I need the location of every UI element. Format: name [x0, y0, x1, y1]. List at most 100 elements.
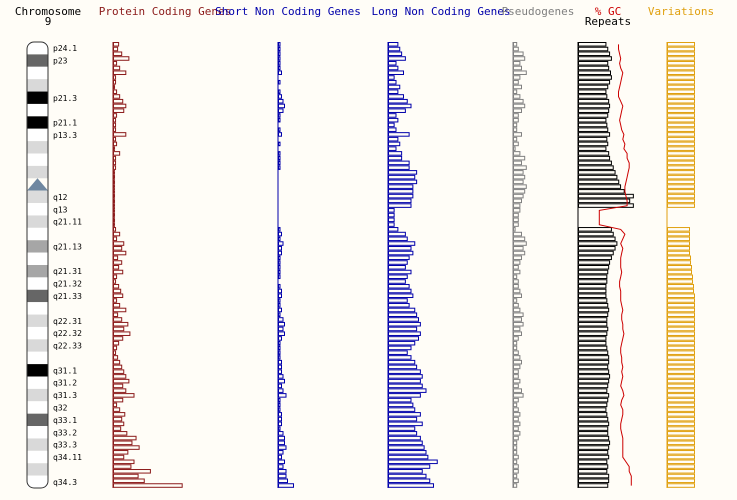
ideogram-band [27, 438, 48, 451]
variations-bar [667, 241, 690, 246]
short-non-coding-genes-bar [278, 236, 281, 242]
protein-coding-genes-bar [113, 174, 116, 180]
long-non-coding-genes-bar [388, 203, 412, 208]
repeats-bar [578, 174, 618, 180]
ideogram-band [27, 364, 48, 377]
repeats-bar [578, 241, 618, 246]
pseudogenes-bar [513, 89, 518, 94]
variations-bar [667, 98, 695, 104]
ideogram-band [27, 116, 48, 129]
repeats-bar [578, 198, 631, 204]
variations-bar [667, 136, 695, 142]
repeats-bar [578, 160, 612, 166]
long-non-coding-genes-bar [388, 89, 399, 94]
repeats-bar [578, 136, 608, 142]
short-non-coding-genes-bar [278, 321, 285, 327]
protein-coding-genes-bar [113, 307, 127, 313]
long-non-coding-genes-bar [388, 103, 412, 109]
long-non-coding-genes-bar [388, 421, 423, 427]
protein-coding-genes-bar [113, 117, 117, 123]
repeats-bar [578, 189, 625, 194]
long-non-coding-genes-bar [388, 212, 395, 218]
long-non-coding-genes-bar [388, 364, 418, 370]
pseudogenes-bar [513, 246, 524, 251]
pseudogenes-bar [513, 298, 518, 303]
variations-bar [667, 184, 695, 189]
long-non-coding-genes-bar [388, 288, 412, 294]
ideogram-band [27, 388, 48, 402]
ideogram-band [27, 413, 48, 427]
pseudogenes-bar [513, 326, 521, 332]
short-non-coding-genes-bar [278, 265, 281, 270]
variations-bar [667, 416, 695, 422]
pseudogenes-bar [513, 293, 522, 299]
variations-bar [667, 151, 695, 156]
long-non-coding-genes-bar [388, 151, 403, 156]
ideogram-band [27, 289, 48, 303]
pseudogenes-bar [513, 122, 518, 128]
short-non-coding-genes-bar [278, 407, 281, 412]
pseudogenes-bar [513, 136, 518, 142]
short-non-coding-genes-bar [278, 421, 282, 427]
repeats-bar [578, 459, 608, 465]
pseudogenes-bar [513, 317, 522, 322]
variations-bar [667, 321, 695, 327]
variations-bar [667, 265, 692, 270]
protein-coding-genes-bar [113, 312, 119, 317]
long-non-coding-genes-bar [388, 170, 418, 175]
short-non-coding-genes-bar [278, 307, 282, 313]
long-non-coding-genes-bar [388, 464, 431, 469]
long-non-coding-genes-bar [388, 227, 399, 232]
repeats-bar [578, 255, 612, 261]
short-non-coding-genes-bar [278, 397, 281, 403]
short-non-coding-genes-bar [278, 383, 282, 389]
variations-bar [667, 269, 692, 275]
short-non-coding-genes-bar [278, 369, 282, 374]
long-non-coding-genes-bar [388, 402, 414, 408]
repeats-bar [578, 141, 609, 147]
protein-coding-genes-bar [113, 160, 117, 166]
variations-bar [667, 146, 695, 151]
repeats-bar [578, 288, 607, 294]
long-non-coding-genes-bar [388, 469, 423, 474]
centromere-band [27, 178, 48, 191]
ideogram-band [27, 277, 48, 290]
repeats-bar [578, 236, 616, 242]
variations-bar [667, 117, 695, 123]
protein-coding-genes-bar [113, 440, 133, 446]
protein-coding-genes-bar [113, 331, 131, 336]
pseudogenes-bar [513, 65, 522, 71]
short-non-coding-genes-bar [278, 42, 281, 47]
variations-bar [667, 103, 695, 109]
long-non-coding-genes-bar [388, 113, 397, 118]
band-label: q32 [53, 403, 68, 412]
ideogram-band [27, 91, 48, 104]
short-non-coding-genes-bar [278, 160, 281, 166]
protein-coding-genes-bar [113, 431, 128, 436]
long-non-coding-genes-bar [388, 189, 414, 194]
band-label: p21.1 [53, 119, 77, 128]
short-non-coding-genes-bar [278, 426, 281, 431]
long-non-coding-genes-bar [388, 459, 438, 465]
protein-coding-genes-bar [113, 217, 116, 223]
density-tracks [112, 42, 695, 488]
ideogram-band [27, 475, 48, 488]
protein-coding-genes-bar [113, 56, 130, 61]
long-non-coding-genes-bar [388, 98, 408, 104]
repeats-bar [578, 117, 607, 123]
ideogram-band [27, 141, 48, 154]
ideogram-band [27, 54, 48, 67]
repeats-bar [578, 431, 609, 436]
short-non-coding-genes-bar [278, 393, 287, 398]
repeats-bar [578, 483, 609, 488]
short-non-coding-genes-bar [278, 155, 281, 161]
pseudogenes-bar [513, 336, 519, 341]
ideogram-band [27, 153, 48, 166]
variations-bar [667, 469, 695, 474]
variations-bar [667, 56, 695, 61]
variations-bar [667, 193, 695, 199]
band-label: q33.2 [53, 428, 77, 437]
variations-bar [667, 160, 695, 166]
band-label: q21.31 [53, 267, 82, 276]
pseudogenes-bar [513, 160, 522, 166]
